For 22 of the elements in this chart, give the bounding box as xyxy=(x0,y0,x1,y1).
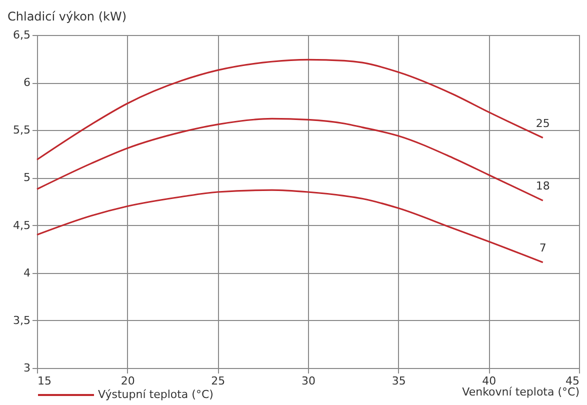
y-tick-label: 6 xyxy=(24,76,30,90)
x-tick-label: 30 xyxy=(302,374,316,388)
x-tick-label: 35 xyxy=(392,374,406,388)
y-tick-label: 4 xyxy=(24,266,30,280)
x-tick-label: 20 xyxy=(120,374,135,388)
x-tick-label: 40 xyxy=(482,374,496,388)
series-label: 18 xyxy=(536,180,550,193)
y-axis-title: Chladicí výkon (kW) xyxy=(8,10,127,24)
series-label: 25 xyxy=(536,116,550,130)
x-tick-label: 25 xyxy=(211,374,226,388)
x-tick-label: 45 xyxy=(566,374,580,388)
y-tick-label: 5 xyxy=(24,171,30,184)
x-axis-title: Venkovní teplota (°C) xyxy=(462,386,580,398)
series-label: 7 xyxy=(539,241,546,254)
y-tick-label: 6,5 xyxy=(13,28,30,42)
y-tick-label: 3 xyxy=(24,362,30,374)
line-series xyxy=(36,189,544,264)
y-tick-label: 4,5 xyxy=(13,218,30,232)
legend-title: Výstupní teplota (°C) xyxy=(98,388,214,401)
y-tick-label: 3,5 xyxy=(13,314,30,327)
y-tick-label: 5,5 xyxy=(13,124,30,137)
x-tick-label: 15 xyxy=(38,374,52,388)
